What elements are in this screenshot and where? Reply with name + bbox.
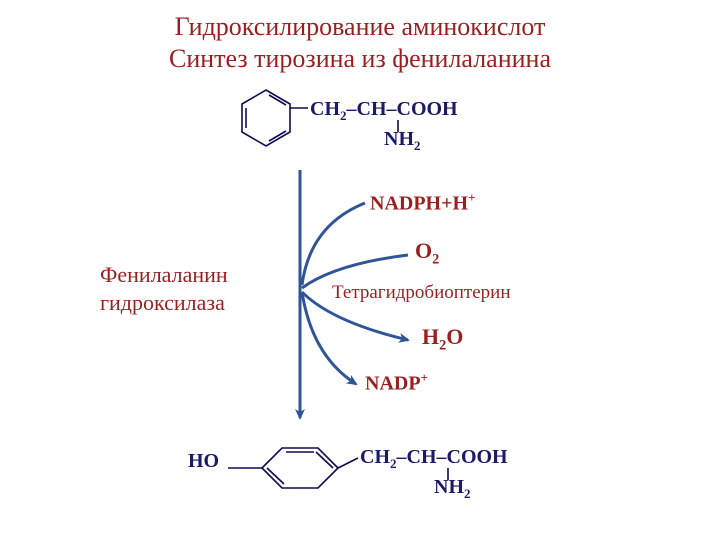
diagram-svg (0, 0, 720, 540)
o2-curve (302, 255, 408, 288)
h2o-curve (302, 292, 408, 340)
phe-ring (242, 90, 398, 146)
nadp-curve (302, 292, 356, 384)
